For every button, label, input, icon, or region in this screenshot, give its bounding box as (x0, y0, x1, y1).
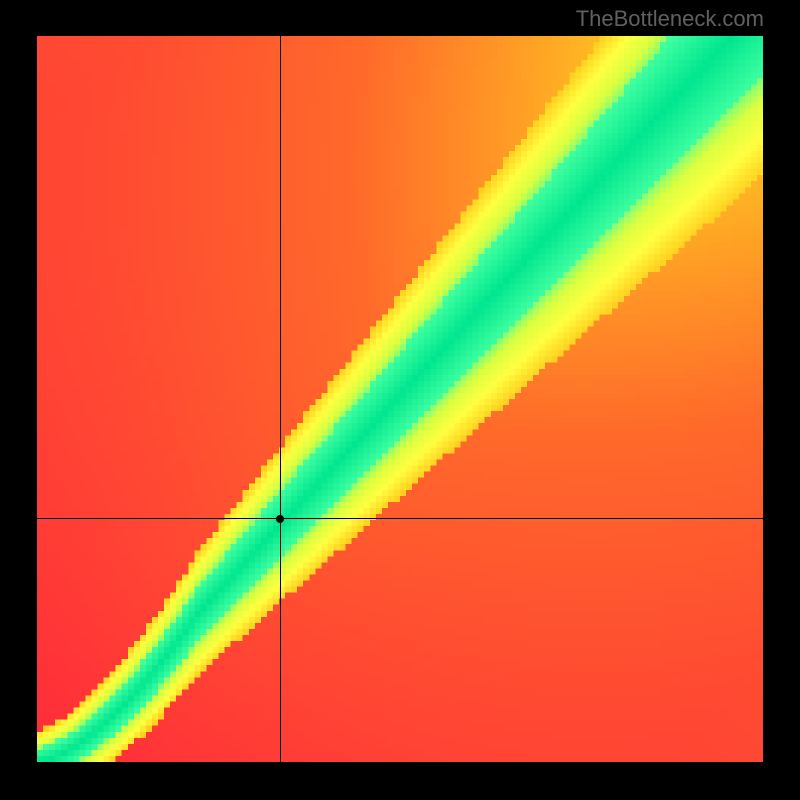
bottleneck-heatmap (37, 36, 763, 762)
watermark-text: TheBottleneck.com (576, 6, 764, 32)
crosshair-vertical (280, 36, 281, 762)
marker-dot (276, 515, 284, 523)
crosshair-horizontal (37, 518, 763, 519)
chart-container: TheBottleneck.com (0, 0, 800, 800)
